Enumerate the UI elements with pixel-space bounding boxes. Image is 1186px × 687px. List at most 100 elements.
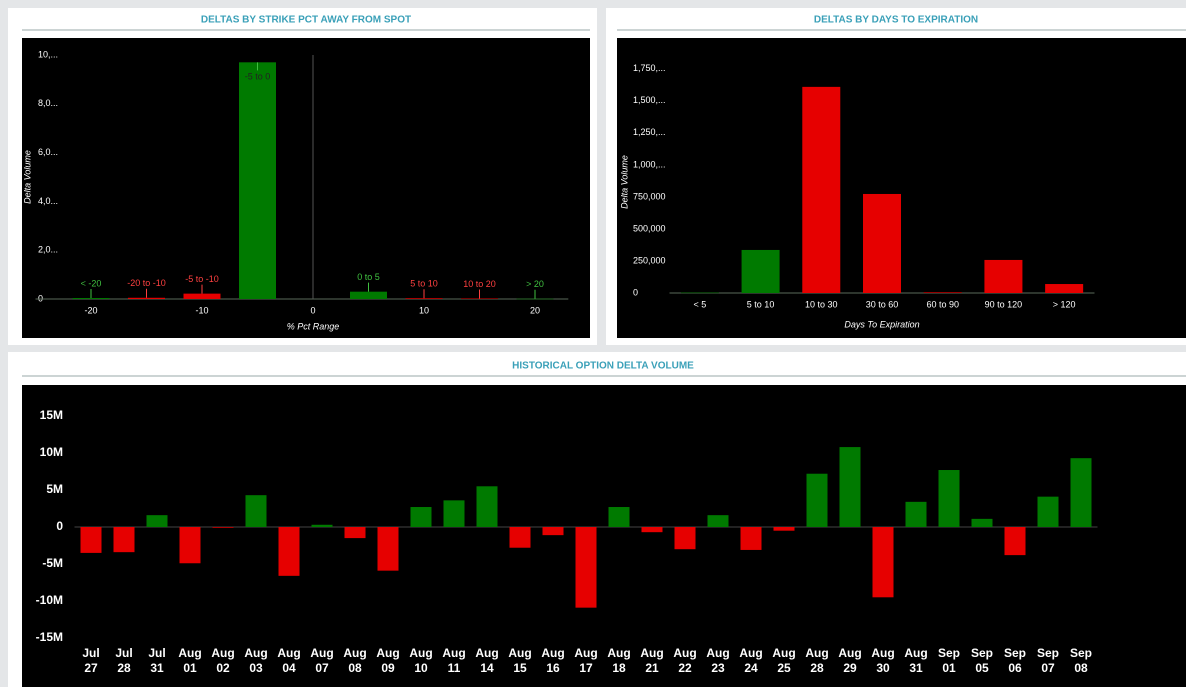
y-tick-label: 8,0... <box>38 98 58 108</box>
bar <box>128 297 165 299</box>
y-tick-label: 0 <box>56 519 63 533</box>
x-tick-label: Aug 01 <box>178 646 202 675</box>
data-label: -5 to -10 <box>185 274 219 284</box>
data-label: 5 to 10 <box>410 279 438 289</box>
x-tick-label: Jul 28 <box>115 646 133 675</box>
bar <box>183 293 221 299</box>
bar <box>113 527 135 553</box>
x-tick-label: Sep 06 <box>1003 646 1026 675</box>
bar <box>1070 458 1092 527</box>
chart-title: DELTAS BY DAYS TO EXPIRATION <box>814 15 978 26</box>
bar <box>311 524 333 527</box>
bar <box>674 527 696 550</box>
x-tick-label: Aug 25 <box>772 646 796 675</box>
bar <box>938 470 960 527</box>
x-tick-label: Aug 11 <box>442 646 466 675</box>
x-tick-label: Aug 22 <box>673 646 697 675</box>
bar <box>146 515 168 527</box>
y-tick-label: 500,000 <box>633 223 666 233</box>
x-tick-label: 30 to 60 <box>866 299 899 309</box>
plot-background <box>22 385 1186 687</box>
bar <box>740 527 762 550</box>
y-tick-label: -5M <box>42 556 63 570</box>
x-tick-label: Jul 27 <box>82 646 100 675</box>
x-tick-label: Aug 31 <box>904 646 928 675</box>
bar <box>405 298 443 299</box>
y-tick-label: 6,0... <box>38 147 58 157</box>
x-tick-label: 90 to 120 <box>985 299 1023 309</box>
bar <box>377 527 399 571</box>
bar <box>476 486 498 527</box>
chart-title: DELTAS BY STRIKE PCT AWAY FROM SPOT <box>201 15 411 26</box>
plot-background <box>617 38 1186 338</box>
x-tick-label: Aug 23 <box>706 646 730 675</box>
bar <box>872 527 894 598</box>
y-tick-label: 15M <box>40 408 63 422</box>
bar <box>443 500 465 527</box>
bar <box>516 298 554 300</box>
x-tick-label: 20 <box>530 305 540 315</box>
chart-title: HISTORICAL OPTION DELTA VOLUME <box>512 361 694 372</box>
bar <box>1004 527 1026 556</box>
bar <box>350 291 387 299</box>
x-tick-label: < 5 <box>693 299 706 309</box>
bar <box>461 298 498 300</box>
x-tick-label: Aug 15 <box>508 646 532 675</box>
x-tick-label: Aug 14 <box>475 646 499 675</box>
y-tick-label: 10,... <box>38 49 58 59</box>
bar <box>707 515 729 527</box>
x-tick-label: Aug 10 <box>409 646 433 675</box>
bar <box>278 527 300 576</box>
bar <box>1037 496 1059 527</box>
y-tick-label: 1,750,... <box>633 63 666 73</box>
x-tick-label: Aug 21 <box>640 646 664 675</box>
x-tick-label: Aug 09 <box>376 646 400 675</box>
x-tick-label: -20 <box>84 305 97 315</box>
x-tick-label: Aug 02 <box>211 646 235 675</box>
x-tick-label: Aug 28 <box>805 646 829 675</box>
x-tick-label: Aug 07 <box>310 646 334 675</box>
x-tick-label: Aug 17 <box>574 646 598 675</box>
x-tick-label: Aug 29 <box>838 646 862 675</box>
y-tick-label: 1,500,... <box>633 95 666 105</box>
x-tick-label: Aug 18 <box>607 646 631 675</box>
x-tick-label: Aug 24 <box>739 646 763 675</box>
x-tick-label: 10 to 30 <box>805 299 838 309</box>
bar <box>410 507 432 527</box>
bar <box>802 86 841 293</box>
y-tick-label: 1,000,... <box>633 159 666 169</box>
bar <box>806 473 828 527</box>
y-tick-label: 0 <box>633 287 638 297</box>
y-tick-label: 4,0... <box>38 196 58 206</box>
bar <box>245 495 267 527</box>
bar <box>542 527 564 536</box>
x-tick-label: Aug 04 <box>277 646 301 675</box>
bar <box>984 259 1023 293</box>
y-tick-label: -15M <box>36 630 63 644</box>
x-tick-label: Sep 05 <box>970 646 993 675</box>
y-tick-label: 250,000 <box>633 255 666 265</box>
bar <box>641 527 663 533</box>
bar <box>863 193 901 293</box>
x-tick-label: -10 <box>195 305 208 315</box>
data-label: < -20 <box>81 278 102 288</box>
bar <box>344 527 366 539</box>
x-tick-label: Jul 31 <box>148 646 166 675</box>
bar <box>1045 284 1084 293</box>
bar <box>239 62 276 299</box>
bar <box>839 447 861 527</box>
bar <box>741 249 780 293</box>
bar <box>575 527 597 608</box>
data-label: -5 to 0 <box>245 72 271 82</box>
data-label: -20 to -10 <box>127 278 166 288</box>
bar <box>971 518 993 527</box>
x-tick-label: Sep 07 <box>1036 646 1059 675</box>
bar <box>179 527 201 564</box>
x-axis-label: % Pct Range <box>287 321 340 331</box>
data-label: > 20 <box>526 279 544 289</box>
y-tick-label: 1,250,... <box>633 127 666 137</box>
bar <box>72 298 110 299</box>
x-tick-label: Aug 08 <box>343 646 367 675</box>
plot-background <box>22 38 590 338</box>
